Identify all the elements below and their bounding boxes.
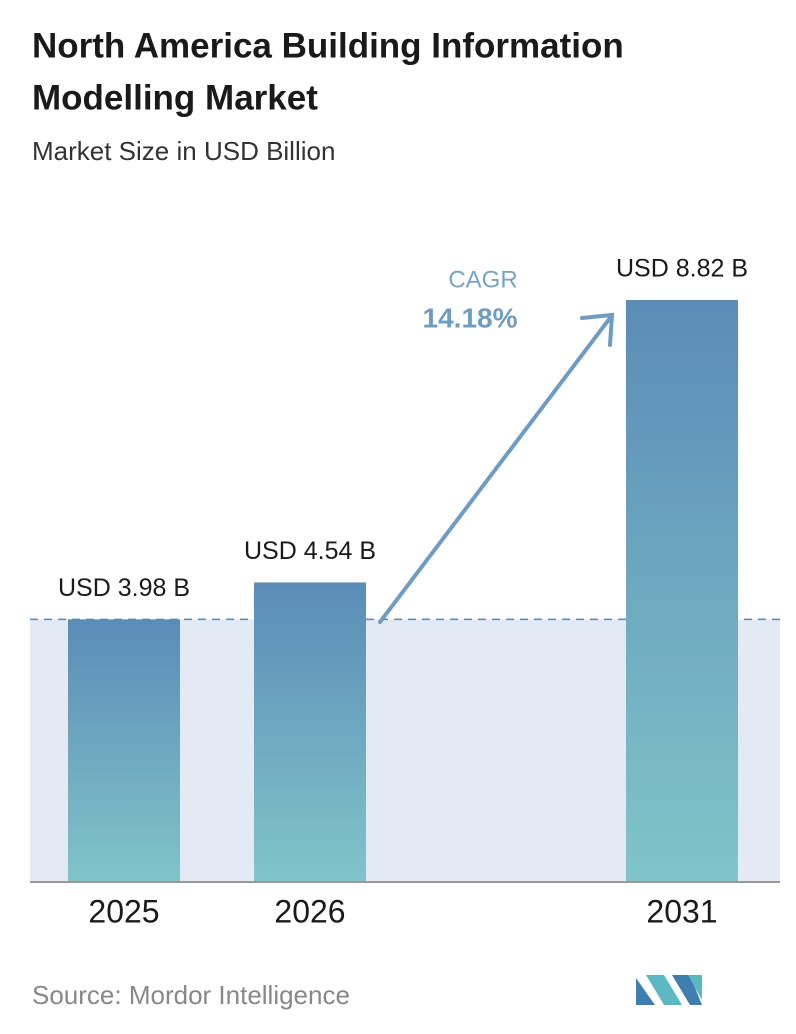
chart-title: Modelling Market [32,78,318,117]
cagr-label: CAGR [448,266,517,293]
source: Source: Mordor Intelligence [32,980,350,1010]
chart-subtitle: Market Size in USD Billion [32,136,335,166]
value-label: USD 4.54 B [244,537,376,565]
logo [636,975,702,1005]
x-tick-label: 2025 [88,893,159,929]
bar [626,300,738,882]
x-tick-label: 2031 [646,893,717,929]
x-tick-label: 2026 [274,893,345,929]
bar [254,582,366,882]
bar [68,619,180,882]
cagr-arrow [378,312,615,624]
chart-title: North America Building Information [32,26,624,65]
cagr-value: 14.18% [423,302,518,333]
value-label: USD 8.82 B [616,255,748,283]
value-label: USD 3.98 B [58,574,190,602]
